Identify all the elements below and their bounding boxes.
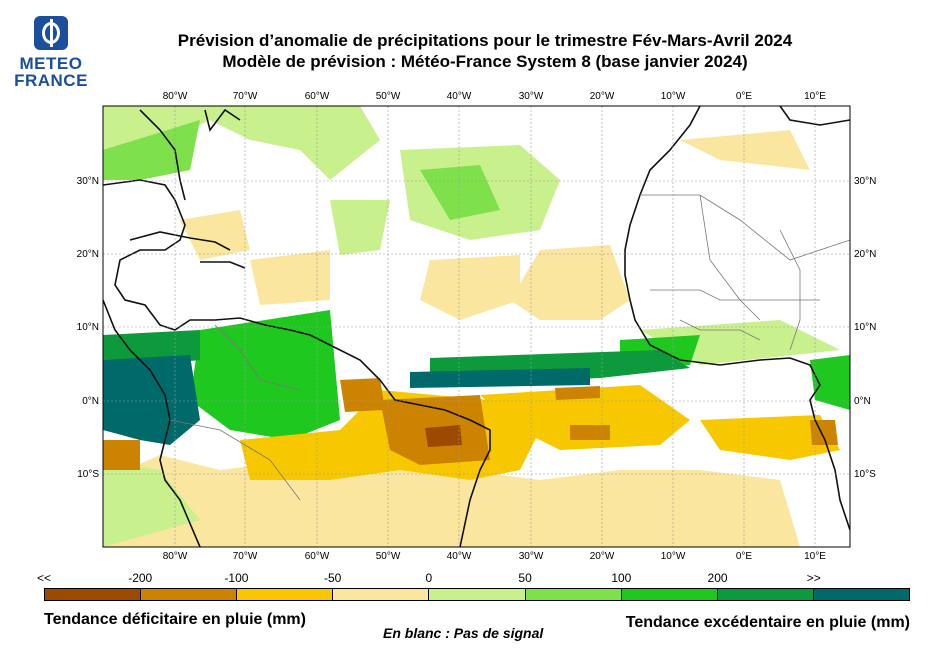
colorbar-segment bbox=[333, 589, 430, 600]
axis-ticks: 80°W 80°W 70°W 70°W 60°W 60°W 50°W 50°W 40°W 40°W… bbox=[77, 91, 877, 562]
colorbar-segment bbox=[45, 589, 142, 600]
colorbar-segment bbox=[141, 589, 238, 600]
deficit-legend-label: Tendance déficitaire en pluie (mm) bbox=[44, 611, 306, 628]
lat-label-right: 10°S bbox=[854, 469, 876, 480]
lat-label-left: 20°N bbox=[77, 249, 99, 260]
lon-label-top: 70°W bbox=[233, 91, 258, 102]
lon-label-bottom: 20°W bbox=[590, 551, 615, 562]
lon-label-bottom: 70°W bbox=[233, 551, 258, 562]
map-title: Prévision d’anomalie de précipitations p… bbox=[177, 31, 793, 50]
colorbar-segment bbox=[525, 589, 622, 600]
colorbar-segment bbox=[429, 589, 526, 600]
lon-label-bottom: 60°W bbox=[305, 551, 330, 562]
excess-legend-label: Tendance excédentaire en pluie (mm) bbox=[625, 614, 910, 631]
lat-label-left: 30°N bbox=[77, 176, 99, 187]
colorbar-tick-label: -200 bbox=[128, 571, 153, 585]
lon-label-top: 10°E bbox=[804, 91, 826, 102]
lon-label-bottom: 80°W bbox=[163, 551, 188, 562]
lat-label-left: 0°N bbox=[82, 396, 99, 407]
colorbar-tick-label: -100 bbox=[224, 571, 249, 585]
lat-label-right: 20°N bbox=[854, 249, 876, 260]
colorbar-tick-label: 50 bbox=[518, 571, 532, 585]
colorbar-tick-label: >> bbox=[806, 571, 821, 585]
lon-label-bottom: 0°E bbox=[736, 551, 753, 562]
lon-label-bottom: 10°W bbox=[661, 551, 686, 562]
lon-label-top: 50°W bbox=[376, 91, 401, 102]
lat-label-right: 30°N bbox=[854, 176, 876, 187]
logo-text-line2: FRANCE bbox=[14, 71, 88, 90]
colorbar-segment bbox=[717, 589, 814, 600]
lat-label-right: 0°N bbox=[854, 396, 871, 407]
no-signal-note: En blanc : Pas de signal bbox=[383, 625, 544, 641]
lat-label-left: 10°S bbox=[77, 469, 99, 480]
colorbar-tick-label: 200 bbox=[707, 571, 728, 585]
lon-label-top: 80°W bbox=[163, 91, 188, 102]
lon-label-bottom: 30°W bbox=[519, 551, 544, 562]
lat-label-right: 10°N bbox=[854, 322, 876, 333]
lon-label-top: 20°W bbox=[590, 91, 615, 102]
lon-label-top: 60°W bbox=[305, 91, 330, 102]
logo-text-line1: METEO bbox=[19, 54, 83, 73]
lon-label-top: 10°W bbox=[661, 91, 686, 102]
lon-label-bottom: 40°W bbox=[447, 551, 472, 562]
country-borders bbox=[169, 194, 850, 501]
colorbar-tick-label: 100 bbox=[611, 571, 632, 585]
lat-label-left: 10°N bbox=[77, 322, 99, 333]
colorbar-tick-label: -50 bbox=[323, 571, 342, 585]
meteo-france-logo: METEO FRANCE bbox=[14, 16, 88, 90]
map-subtitle: Modèle de prévision : Météo-France Syste… bbox=[222, 52, 748, 71]
lon-label-top: 0°E bbox=[736, 91, 753, 102]
graticule bbox=[103, 106, 850, 547]
lon-label-bottom: 10°E bbox=[804, 551, 826, 562]
colorbar-segment bbox=[237, 589, 334, 600]
lon-label-bottom: 50°W bbox=[376, 551, 401, 562]
colorbar-tick-label: 0 bbox=[425, 571, 433, 585]
meteo-france-emblem-icon bbox=[34, 16, 68, 50]
colorbar-segment bbox=[813, 589, 909, 600]
lon-label-top: 30°W bbox=[519, 91, 544, 102]
lon-label-top: 40°W bbox=[447, 91, 472, 102]
colorbar bbox=[44, 588, 910, 601]
coastlines bbox=[103, 106, 850, 547]
colorbar-segment bbox=[621, 589, 718, 600]
colorbar-tick-label: << bbox=[36, 571, 52, 585]
